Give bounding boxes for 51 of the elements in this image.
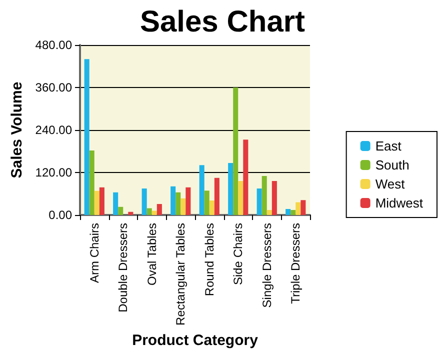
bar: [176, 192, 181, 215]
legend-label: South: [375, 158, 410, 172]
bar: [243, 140, 248, 215]
x-tick-label: Rectangular Tables: [174, 223, 188, 326]
bar: [233, 88, 238, 215]
legend-label: Midwest: [375, 196, 424, 210]
y-tick-label: 120.00: [35, 166, 72, 180]
bar: [256, 188, 262, 215]
x-tick-label: Arm Chairs: [87, 223, 102, 284]
y-tick-label: 0.00: [48, 208, 72, 222]
bar: [290, 210, 296, 215]
bar: [146, 208, 152, 215]
legend-label: East: [375, 138, 402, 154]
bar: [170, 186, 176, 215]
y-tick-label: 240.00: [35, 123, 72, 137]
x-tick-label: Triple Dressers: [288, 223, 303, 304]
bar: [199, 165, 204, 215]
x-tick-label: Oval Tables: [144, 223, 159, 286]
bar: [89, 150, 94, 215]
x-tick-label: Double Dressers: [116, 223, 130, 312]
bar: [152, 210, 157, 215]
bar: [186, 187, 191, 215]
bar: [128, 212, 134, 215]
bar: [84, 59, 90, 215]
x-tick-label: Single Dressers: [260, 223, 274, 308]
bar: [262, 176, 267, 215]
bar: [214, 178, 220, 215]
bar: [142, 188, 147, 215]
bar: [228, 162, 234, 215]
bar: [94, 190, 100, 215]
y-tick-label: 480.00: [35, 38, 72, 52]
bar: [300, 200, 306, 215]
bar: [286, 208, 291, 215]
chart-title: Sales Chart: [140, 6, 306, 38]
x-axis-title: Product Category: [132, 332, 259, 349]
bar: [99, 187, 104, 215]
bar: [296, 202, 301, 215]
bar: [272, 181, 277, 215]
bar: [204, 190, 210, 215]
bar: [180, 198, 186, 215]
bar: [113, 192, 118, 215]
x-tick-label: Round Tables: [202, 223, 216, 296]
bar: [156, 204, 162, 215]
bar: [118, 206, 124, 215]
y-axis-title: Sales Volume: [8, 82, 26, 178]
y-tick-label: 360.00: [35, 80, 72, 94]
bar: [209, 200, 214, 215]
bar: [266, 210, 272, 215]
legend-label: West: [375, 176, 406, 192]
x-tick-label: Side Chairs: [231, 223, 246, 286]
bar: [238, 181, 244, 215]
